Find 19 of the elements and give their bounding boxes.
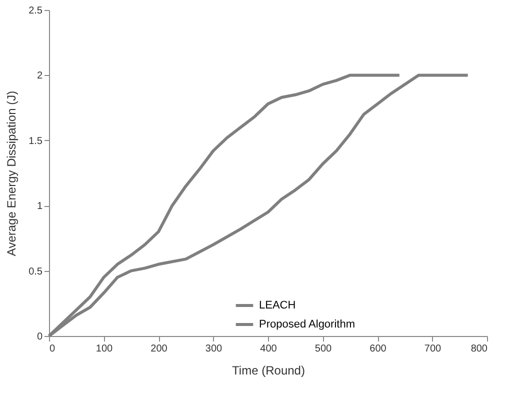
x-tick-label: 500 [314, 344, 332, 354]
y-tick-label: 2 [36, 70, 43, 82]
x-tick-label: 200 [150, 344, 168, 354]
x-tick-label: 700 [424, 344, 442, 354]
y-tick-label: 0.5 [28, 266, 43, 278]
x-tick-label: 100 [96, 344, 114, 354]
y-tick-label: 2.5 [28, 6, 43, 16]
x-tick-label: 600 [370, 344, 387, 354]
y-tick-label: 1 [36, 201, 43, 212]
y-tick-label: 0 [36, 332, 43, 342]
x-axis-title: Time (Round) [232, 364, 305, 378]
y-tick-label: 1.5 [28, 136, 43, 147]
legend-label: LEACH [259, 300, 296, 312]
x-tick-label: 800 [470, 344, 488, 354]
x-tick-label: 300 [205, 344, 223, 354]
legend-label: Proposed Algorithm [259, 318, 355, 330]
x-tick-label: 400 [260, 344, 278, 354]
y-axis-title: Average Energy Dissipation (J) [4, 90, 19, 256]
x-tick-label: 0 [50, 344, 56, 354]
